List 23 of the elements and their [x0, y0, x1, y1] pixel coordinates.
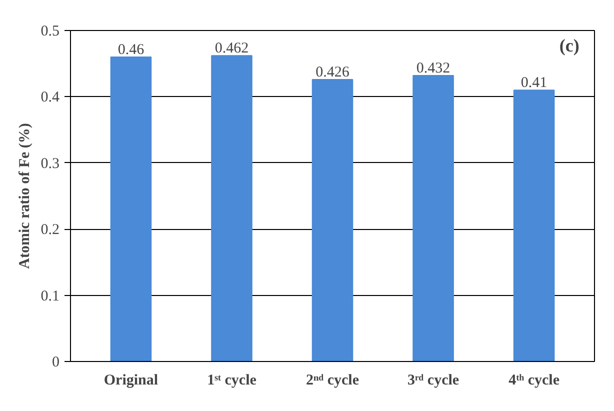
x-tick-label: 3ʳᵈ cycle: [407, 372, 460, 388]
x-tick-label: Original: [104, 372, 158, 388]
x-tick-label: 1ˢᵗ cycle: [207, 372, 257, 388]
bar: [412, 75, 454, 362]
annotation: (c): [559, 36, 580, 56]
y-tick-label: 0.3: [40, 156, 60, 172]
x-tick-label: 4ᵗʰ cycle: [508, 372, 560, 388]
data-label: 0.432: [416, 60, 450, 77]
x-tick-label: 2ⁿᵈ cycle: [306, 372, 360, 388]
y-axis-title: Atomic ratio of Fe (%): [16, 123, 33, 269]
y-tick-label: 0.2: [40, 222, 60, 238]
y-tick-label: 0.1: [40, 288, 60, 304]
data-label: 0.426: [316, 64, 350, 80]
data-label: 0.41: [520, 75, 548, 92]
y-tick-label: 0.5: [40, 24, 60, 40]
bar: [211, 55, 252, 362]
bar: [513, 90, 555, 362]
y-tick-label: 0.4: [40, 90, 60, 106]
data-label: 0.462: [214, 40, 249, 57]
y-tick-label: 0: [52, 354, 60, 370]
data-label: 0.46: [118, 42, 145, 58]
bar: [110, 56, 152, 362]
bar: [312, 78, 354, 362]
